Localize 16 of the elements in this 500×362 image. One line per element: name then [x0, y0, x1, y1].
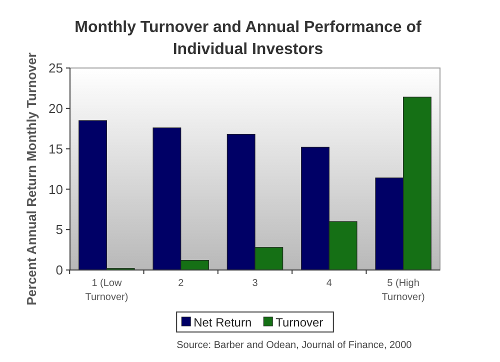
- source-note: Source: Barber and Odean, Journal of Finance, 2000: [176, 340, 412, 351]
- chart-title: Monthly Turnover and Annual Performance of Individual Investors: [74, 19, 422, 58]
- x-tick-label: 1 (Low Turnover): [85, 278, 128, 303]
- legend-label: Net Return: [194, 316, 252, 330]
- y-tick-label: 25: [48, 60, 63, 76]
- x-tick-label: 3: [252, 278, 258, 289]
- y-tick-label: 20: [48, 100, 63, 116]
- y-tick-label: 0: [56, 262, 63, 278]
- y-tick-label: 10: [48, 182, 63, 197]
- y-axis-title: Percent Annual Return Monthly Turnover: [24, 52, 39, 306]
- x-tick-label: 2: [178, 278, 184, 289]
- y-tick-label: 15: [48, 141, 63, 156]
- y-tick-label: 5: [56, 222, 63, 238]
- x-tick-label: 4: [326, 278, 332, 289]
- x-tick-label: 5 (High Turnover): [382, 278, 425, 303]
- legend-label: Turnover: [276, 316, 324, 330]
